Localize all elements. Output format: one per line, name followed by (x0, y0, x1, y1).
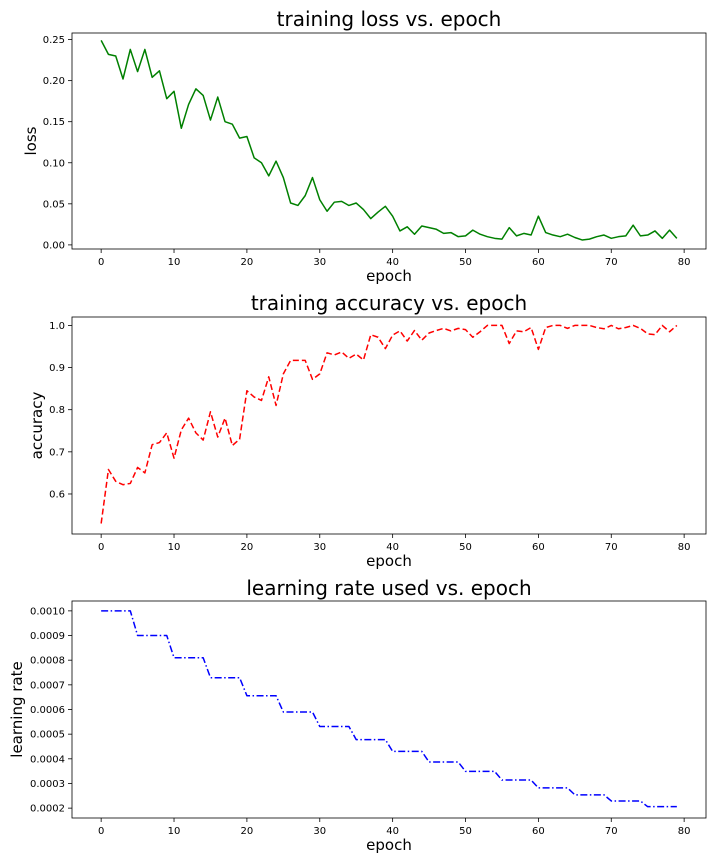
y-axis-label: accuracy (28, 392, 46, 460)
x-tick-label: 70 (605, 826, 618, 837)
y-tick-label: 0.0005 (30, 730, 65, 741)
x-tick-label: 10 (168, 826, 181, 837)
y-tick-label: 1.0 (49, 321, 65, 332)
y-tick-label: 0.0009 (30, 631, 65, 642)
x-axis-label: epoch (366, 836, 412, 854)
x-tick-label: 60 (532, 257, 545, 268)
x-tick-label: 10 (168, 542, 181, 553)
x-tick-label: 30 (313, 542, 326, 553)
x-tick-label: 40 (386, 542, 399, 553)
y-axis-label: loss (22, 126, 40, 155)
x-axis-label: epoch (366, 267, 412, 285)
x-axis-label: epoch (366, 552, 412, 570)
y-tick-label: 0.8 (49, 405, 65, 416)
series-line-loss (100, 40, 678, 241)
y-tick-label: 0.20 (43, 76, 65, 87)
chart-title: learning rate used vs. epoch (246, 576, 531, 600)
y-axis-label: learning rate (8, 661, 26, 757)
y-tick-label: 0.0004 (30, 754, 65, 765)
series-line-accuracy (100, 324, 678, 524)
x-tick-label: 20 (241, 542, 254, 553)
x-tick-label: 20 (241, 826, 254, 837)
x-tick-label: 70 (605, 257, 618, 268)
chart-2: training accuracy vs. epoch 0 10 20 30 40 50 60… (28, 291, 707, 570)
x-tick-label: 0 (98, 542, 104, 553)
x-tick-label: 10 (168, 257, 181, 268)
x-tick-label: 50 (459, 542, 472, 553)
x-tick-label: 60 (532, 826, 545, 837)
y-tick-label: 0.05 (43, 199, 65, 210)
x-tick-label: 0 (98, 257, 104, 268)
y-tick-label: 0.0007 (30, 680, 65, 691)
x-tick-label: 20 (241, 257, 254, 268)
y-tick-label: 0.10 (43, 158, 65, 169)
x-tick-label: 70 (605, 542, 618, 553)
y-tick-label: 0.25 (43, 35, 65, 46)
chart-1: training loss vs. epoch 0 10 20 30 40 50 60 70 80… (22, 7, 707, 285)
axes-frame (71, 32, 707, 250)
y-tick-label: 0.9 (49, 363, 65, 374)
x-tick-label: 80 (678, 826, 691, 837)
y-tick-label: 0.15 (43, 117, 65, 128)
y-tick-label: 0.0006 (30, 705, 65, 716)
x-tick-label: 30 (313, 826, 326, 837)
axes-frame (71, 316, 707, 535)
chart-title: training accuracy vs. epoch (251, 291, 527, 315)
y-tick-label: 0.7 (49, 447, 65, 458)
x-tick-label: 80 (678, 542, 691, 553)
x-tick-label: 0 (98, 826, 104, 837)
x-tick-label: 50 (459, 826, 472, 837)
x-tick-label: 50 (459, 257, 472, 268)
y-tick-label: 0.0010 (30, 606, 65, 617)
y-tick-label: 0.0002 (30, 804, 65, 815)
x-tick-label: 80 (678, 257, 691, 268)
x-tick-label: 40 (386, 257, 399, 268)
axes-frame (71, 600, 707, 819)
series-line-learning-rate (101, 610, 677, 808)
chart-title: training loss vs. epoch (277, 7, 502, 31)
x-tick-label: 30 (313, 257, 326, 268)
y-tick-label: 0.00 (43, 240, 65, 251)
x-tick-label: 40 (386, 826, 399, 837)
x-tick-label: 60 (532, 542, 545, 553)
y-tick-label: 0.6 (49, 489, 65, 500)
y-tick-label: 0.0008 (30, 656, 65, 667)
y-tick-label: 0.0003 (30, 779, 65, 790)
chart-3: learning rate used vs. epoch 0 10 20 30 40 50 6… (8, 576, 707, 854)
